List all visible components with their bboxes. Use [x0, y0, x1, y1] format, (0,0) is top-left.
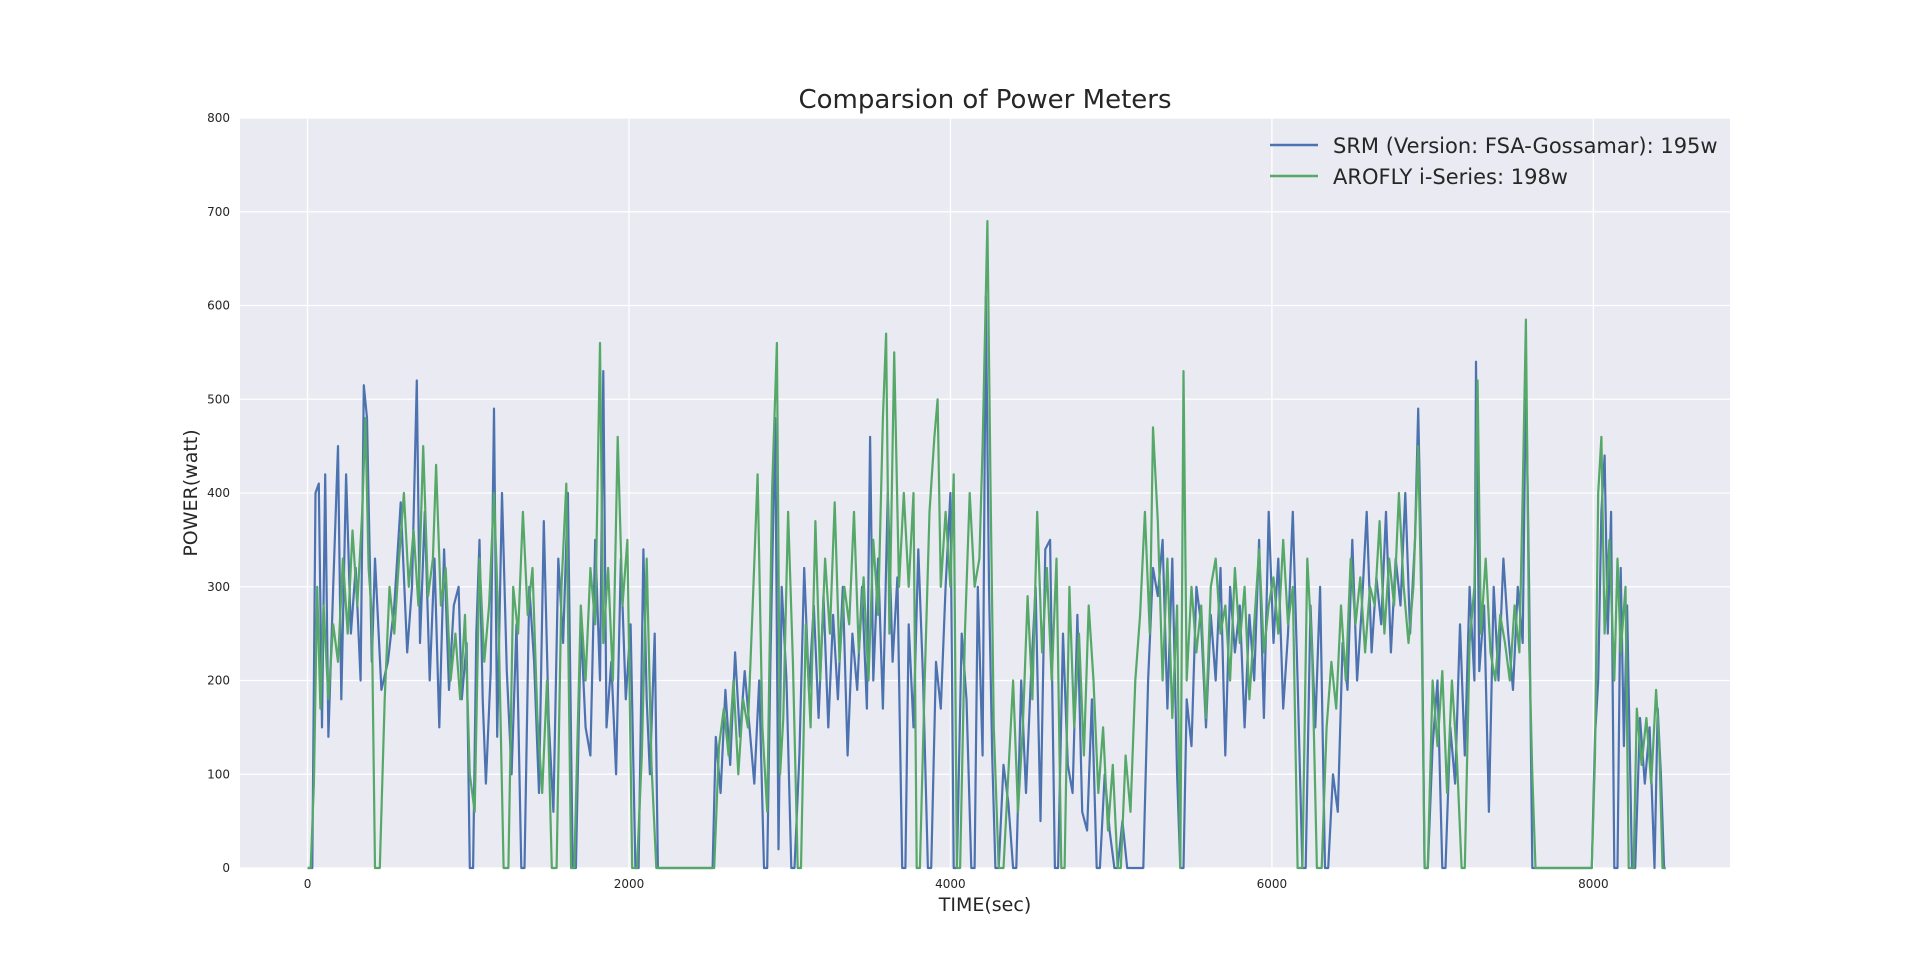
y-tick-label: 800 — [207, 111, 230, 125]
x-axis-label: TIME(sec) — [938, 894, 1031, 916]
y-tick-label: 0 — [222, 861, 230, 875]
series-line-arofly — [307, 220, 1666, 870]
x-tick-label: 8000 — [1578, 877, 1609, 891]
x-tick-label: 0 — [304, 877, 312, 891]
x-tick-label: 2000 — [614, 877, 645, 891]
y-axis-label: POWER(watt) — [180, 429, 202, 556]
y-tick-label: 200 — [207, 674, 230, 688]
x-tick-label: 6000 — [1257, 877, 1288, 891]
y-tick-label: 300 — [207, 580, 230, 594]
y-tick-label: 500 — [207, 392, 230, 406]
x-tick-label: 4000 — [935, 877, 966, 891]
legend: SRM (Version: FSA-Gossamar): 195w AROFLY… — [1270, 134, 1718, 189]
chart-title: Comparsion of Power Meters — [799, 85, 1172, 115]
y-tick-label: 700 — [207, 205, 230, 219]
legend-label-arofly: AROFLY i-Series: 198w — [1333, 165, 1568, 189]
y-tick-label: 100 — [207, 767, 230, 781]
y-tick-label: 600 — [207, 299, 230, 313]
grid-lines — [240, 117, 1730, 869]
series-lines — [307, 220, 1666, 870]
legend-label-srm: SRM (Version: FSA-Gossamar): 195w — [1333, 134, 1718, 158]
y-tick-label: 400 — [207, 486, 230, 500]
